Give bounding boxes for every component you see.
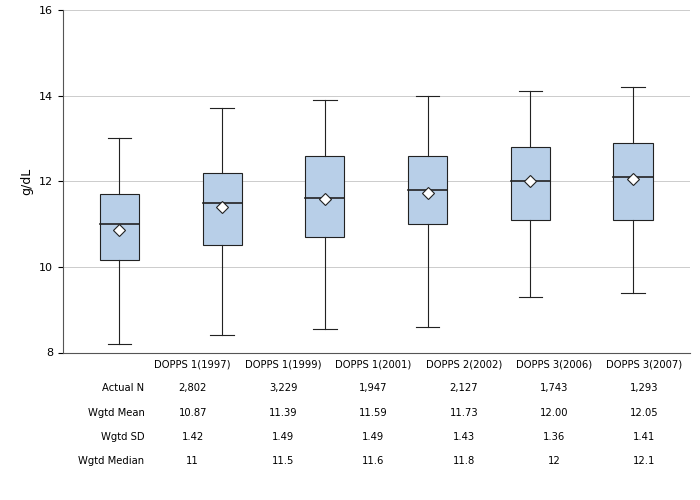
Y-axis label: g/dL: g/dL <box>20 168 34 195</box>
Text: DOPPS 1(2001): DOPPS 1(2001) <box>335 360 412 370</box>
Text: Wgtd SD: Wgtd SD <box>101 432 144 442</box>
Text: 11.59: 11.59 <box>359 408 388 418</box>
Text: DOPPS 1(1999): DOPPS 1(1999) <box>245 360 321 370</box>
Text: 1.49: 1.49 <box>272 432 294 442</box>
Text: 10.87: 10.87 <box>178 408 207 418</box>
Text: 12.05: 12.05 <box>630 408 659 418</box>
Text: DOPPS 3(2007): DOPPS 3(2007) <box>606 360 682 370</box>
Text: 11.8: 11.8 <box>453 456 475 466</box>
Text: 11.39: 11.39 <box>269 408 298 418</box>
Bar <box>203 172 242 246</box>
Text: 12.1: 12.1 <box>634 456 655 466</box>
Text: 1.36: 1.36 <box>543 432 565 442</box>
Text: 11: 11 <box>186 456 199 466</box>
Text: 11.6: 11.6 <box>362 456 384 466</box>
Text: 1.43: 1.43 <box>453 432 475 442</box>
Text: DOPPS 2(2002): DOPPS 2(2002) <box>426 360 502 370</box>
Text: DOPPS 3(2006): DOPPS 3(2006) <box>516 360 592 370</box>
Bar <box>511 147 550 220</box>
Text: 1,293: 1,293 <box>630 384 659 394</box>
Text: 2,802: 2,802 <box>178 384 207 394</box>
Text: 11.5: 11.5 <box>272 456 294 466</box>
Text: 1.49: 1.49 <box>363 432 384 442</box>
Bar <box>408 156 447 224</box>
Text: DOPPS 1(1997): DOPPS 1(1997) <box>155 360 231 370</box>
Text: 1.41: 1.41 <box>634 432 655 442</box>
Text: Wgtd Mean: Wgtd Mean <box>88 408 144 418</box>
Text: 2,127: 2,127 <box>449 384 478 394</box>
Text: 12.00: 12.00 <box>540 408 568 418</box>
Text: 12: 12 <box>547 456 561 466</box>
Bar <box>305 156 344 237</box>
Text: 1.42: 1.42 <box>181 432 204 442</box>
Text: 1,743: 1,743 <box>540 384 568 394</box>
Bar <box>100 194 139 260</box>
Text: 3,229: 3,229 <box>269 384 298 394</box>
Text: Actual N: Actual N <box>102 384 144 394</box>
Text: Wgtd Median: Wgtd Median <box>78 456 144 466</box>
Text: 1,947: 1,947 <box>359 384 388 394</box>
Bar <box>613 142 652 220</box>
Text: 11.73: 11.73 <box>449 408 478 418</box>
